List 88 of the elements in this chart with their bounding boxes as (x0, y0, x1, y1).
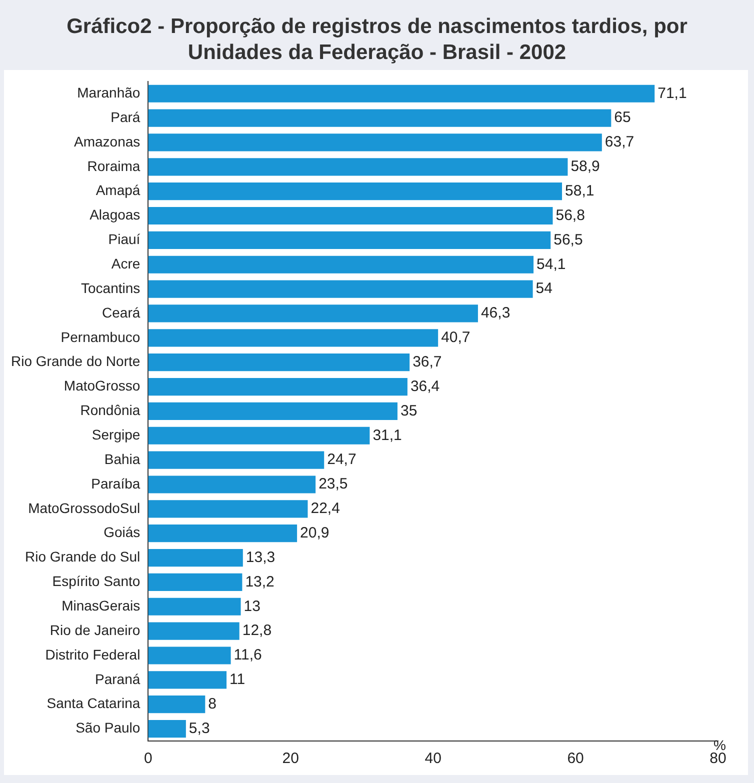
y-tick-label: MatoGrossodoSul (28, 500, 140, 516)
bar (148, 158, 568, 176)
data-label: 11,6 (234, 646, 262, 664)
bar (148, 402, 398, 420)
data-label: 58,1 (565, 182, 594, 200)
data-label: 46,3 (480, 304, 510, 322)
data-label: 56,8 (556, 206, 585, 224)
y-tick-label: Rio de Janeiro (50, 622, 140, 638)
data-label: 35 (400, 402, 418, 420)
bar (148, 109, 612, 127)
bar (148, 524, 298, 542)
data-label: 11 (230, 671, 246, 688)
bar (148, 548, 243, 567)
bar (148, 500, 308, 518)
y-tick-label: Paraná (95, 670, 140, 687)
x-axis-title: % (714, 736, 726, 753)
x-tick-label: 0 (144, 750, 152, 768)
y-tick-label: Maranhão (77, 84, 140, 100)
bar (148, 573, 242, 591)
y-tick-label: Acre (111, 255, 140, 272)
bar (148, 84, 655, 102)
bar (148, 451, 324, 469)
data-label: 23,5 (318, 476, 348, 493)
y-tick-label: Sergipe (92, 426, 140, 442)
y-tick-label: Espírito Santo (52, 573, 140, 590)
y-tick-label: Amapá (96, 182, 140, 198)
data-label: 12,8 (242, 622, 272, 640)
bar (148, 426, 370, 444)
data-label: 24,7 (327, 451, 356, 468)
bar (148, 206, 553, 225)
bar (148, 329, 438, 347)
y-tick-label: Santa Catarina (46, 695, 140, 712)
data-label: 20,9 (300, 524, 330, 542)
y-tick-label: Rondônia (80, 402, 140, 418)
y-tick-label: Pará (110, 108, 140, 125)
y-tick-label: Piauí (108, 231, 140, 248)
data-label: 58,9 (570, 158, 600, 176)
bar (148, 646, 231, 664)
bar (148, 231, 551, 249)
x-tick-label: 40 (424, 750, 442, 768)
bar (148, 378, 408, 396)
data-label: 22,4 (310, 500, 340, 518)
bar (148, 720, 186, 738)
bar (148, 354, 410, 372)
y-tick-label: Goiás (104, 524, 140, 540)
y-tick-label: Distrito Federal (45, 646, 140, 662)
data-label: 56,5 (554, 231, 583, 248)
y-tick-label: MatoGrosso (64, 378, 140, 394)
data-label: 5,3 (188, 720, 210, 737)
bar (148, 598, 241, 616)
data-label: 36,7 (412, 353, 442, 370)
y-tick-label: Rio Grande do Sul (24, 548, 140, 565)
bar (148, 304, 478, 322)
bar (148, 134, 602, 152)
y-tick-label: Amazonas (74, 133, 140, 150)
data-label: 63,7 (604, 134, 634, 151)
data-label: 13 (244, 598, 260, 615)
bar (148, 671, 227, 689)
data-label: 31,1 (372, 426, 402, 444)
x-tick-label: 60 (567, 750, 584, 768)
data-label: 54 (536, 280, 552, 298)
bar (148, 696, 206, 714)
y-tick-label: São Paulo (76, 720, 140, 736)
data-label: 40,7 (441, 329, 470, 346)
y-tick-label: Bahia (104, 450, 140, 467)
data-label: 71,1 (658, 84, 687, 102)
data-label: 8 (208, 695, 217, 712)
y-tick-label: Tocantins (81, 280, 140, 296)
chart-title: Gráfico2 - Proporção de registros de nascimentos tardios, por Unidades da Federação - Brasil - 2002 (66, 14, 688, 66)
data-label: 13,2 (245, 573, 274, 590)
y-tick-label: Rio Grande do Norte (10, 353, 140, 370)
bar (148, 256, 534, 274)
bar (148, 182, 562, 200)
data-label: 13,3 (246, 548, 276, 566)
bar (148, 622, 240, 640)
y-tick-label: MinasGerais (62, 597, 140, 614)
x-tick-label: 20 (282, 750, 299, 768)
bar (148, 476, 316, 494)
y-tick-label: Alagoas (90, 206, 140, 223)
data-label: 54,1 (536, 256, 566, 273)
data-label: 65 (614, 109, 631, 126)
y-tick-label: Ceará (102, 304, 140, 320)
y-tick-label: Paraíba (91, 475, 140, 492)
bar (148, 280, 533, 298)
data-label: 36,4 (410, 378, 440, 395)
y-tick-label: Pernambuco (60, 328, 140, 345)
y-tick-label: Roraima (87, 158, 140, 174)
x-tick-label: 80 (710, 750, 726, 768)
